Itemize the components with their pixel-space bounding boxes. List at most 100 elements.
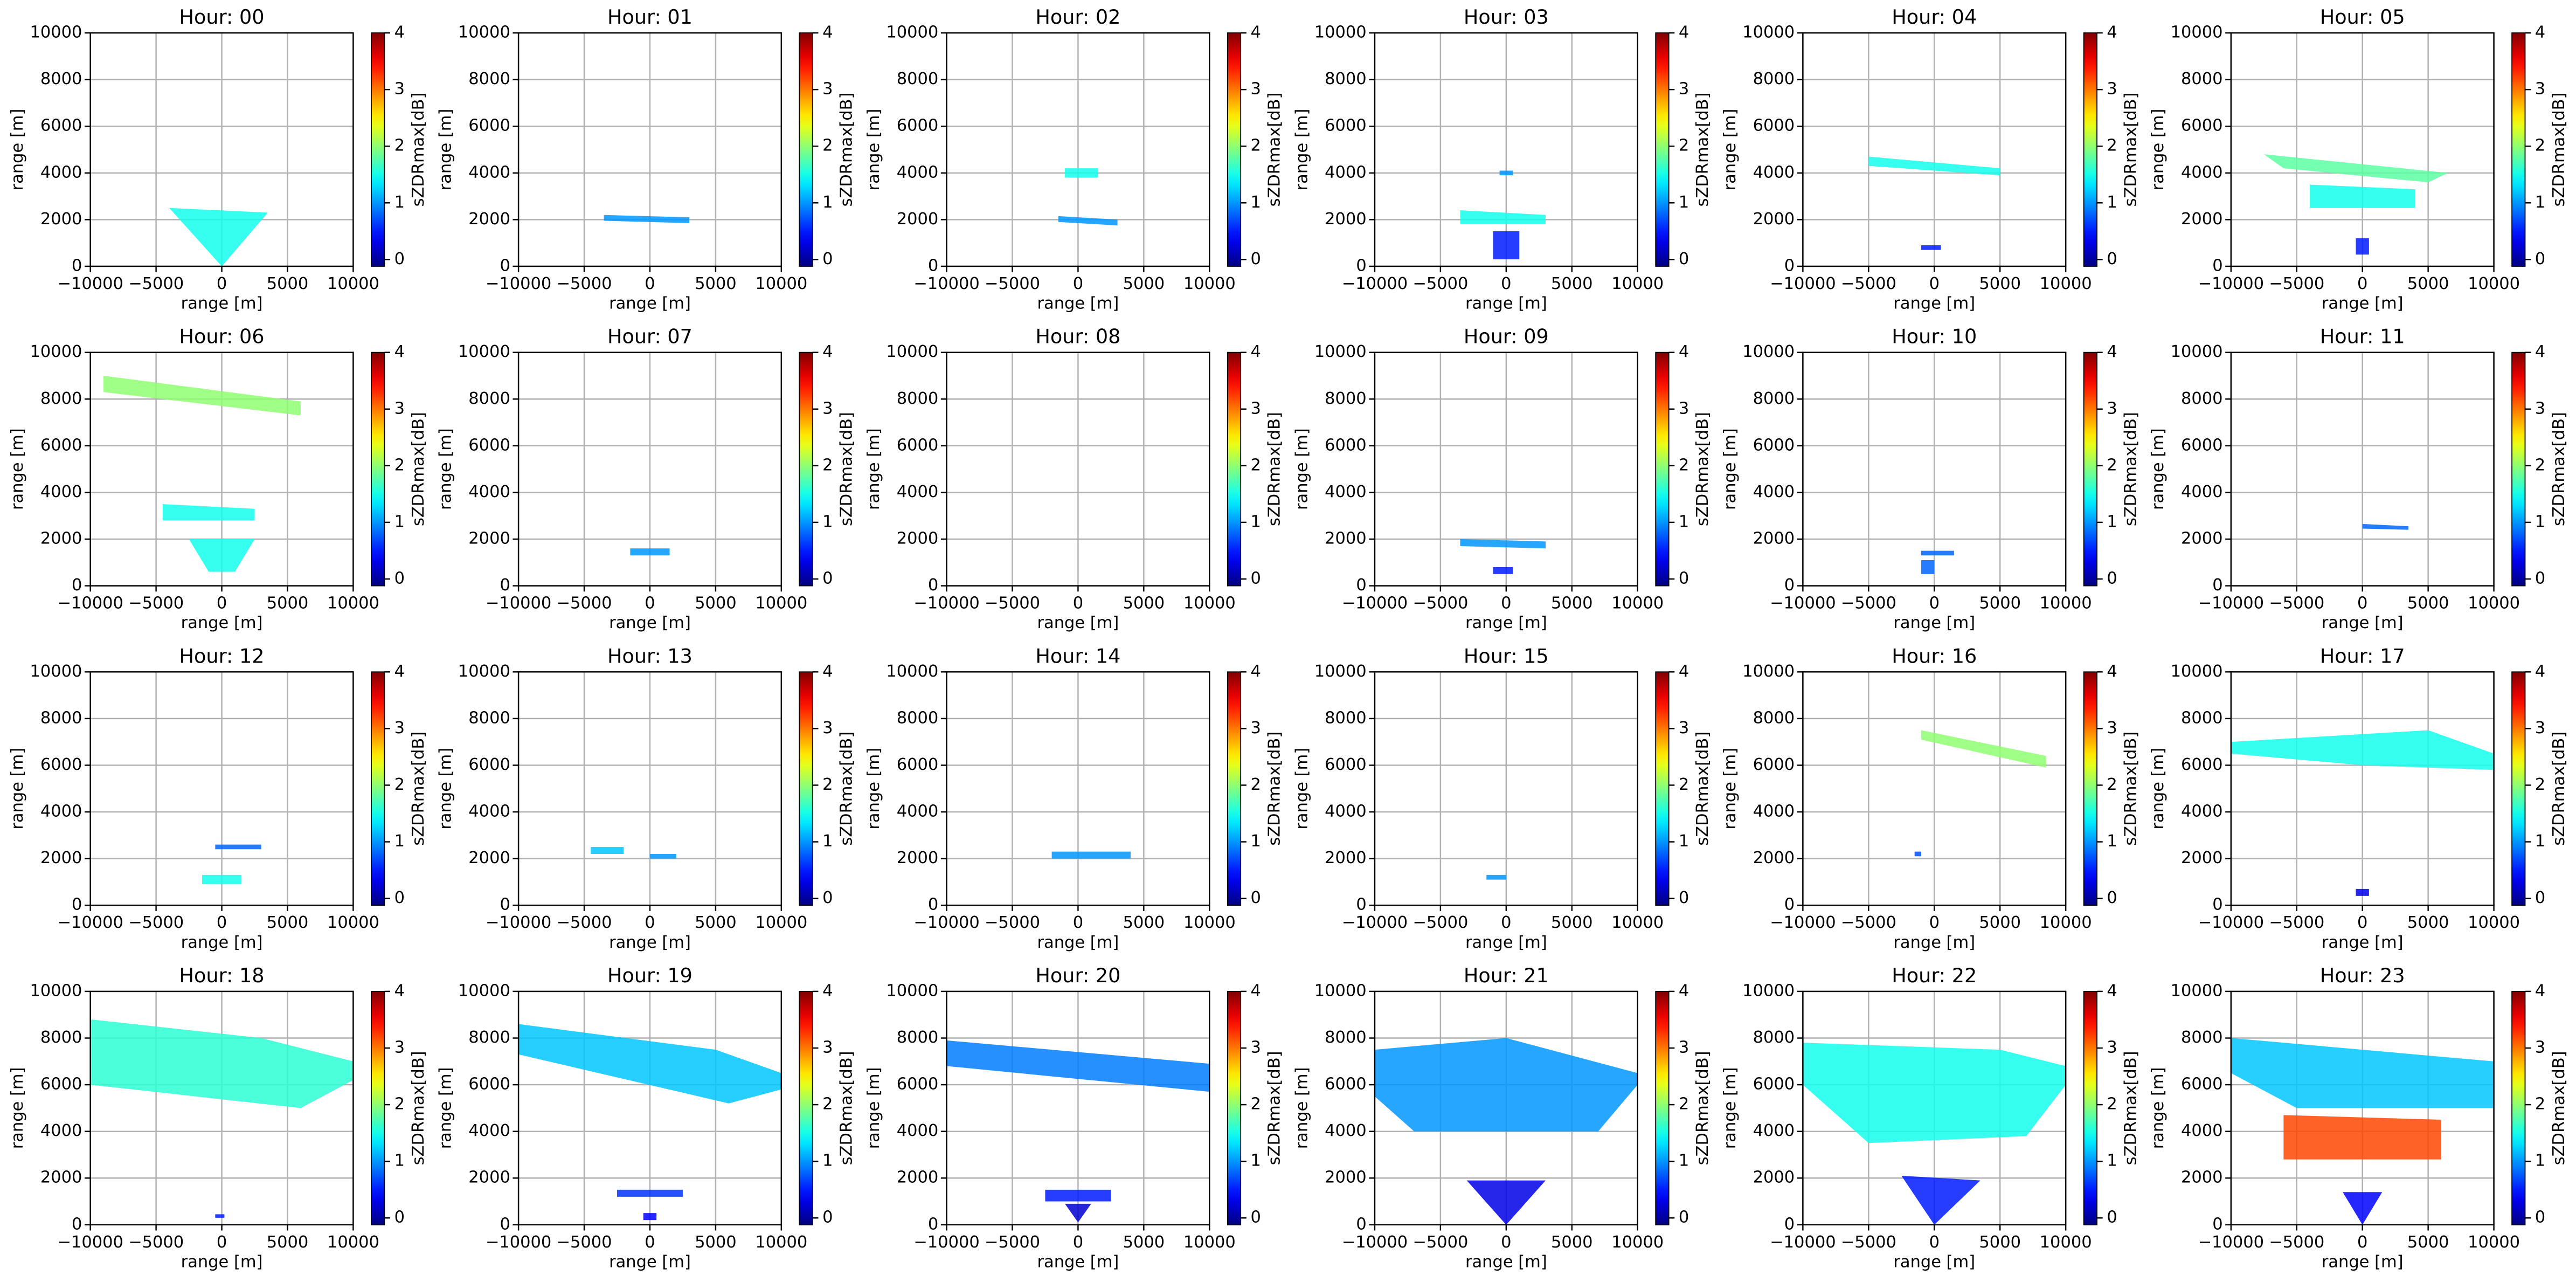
x-axis-label: range [m] — [181, 614, 263, 632]
y-tick-label: 8000 — [40, 70, 82, 88]
x-tick-label: 5000 — [2407, 594, 2449, 613]
x-tick-label: 10000 — [755, 594, 807, 613]
echo — [649, 853, 676, 859]
y-tick-label: 0 — [928, 256, 938, 275]
x-tick-label: 5000 — [1979, 913, 2021, 932]
panel: Hour: 01 −10000 −5000 0 5000 10000 0 2000 4000 60… — [436, 5, 856, 313]
panel: Hour: 07 −10000 −5000 0 5000 10000 0 2000 4000 60… — [436, 325, 856, 632]
y-tick-label: 0 — [1356, 576, 1366, 595]
y-tick-label: 6000 — [1325, 436, 1367, 454]
y-tick-label: 0 — [1356, 895, 1366, 914]
colorbar — [1227, 32, 1242, 267]
panel: Hour: 00 −10000 −5000 0 5000 10000 0 2000 4000 60… — [8, 5, 428, 313]
colorbar-tick-label: 0 — [2107, 250, 2117, 268]
y-axis-label: range [m] — [8, 109, 27, 191]
colorbar-tick-label: 4 — [394, 23, 405, 42]
y-tick-label: 10000 — [1314, 23, 1367, 42]
axes-frame — [2230, 351, 2495, 587]
panel: Hour: 02 −10000 −5000 0 5000 10000 0 2000 4000 60… — [864, 5, 1284, 313]
x-axis-label: range [m] — [1037, 933, 1119, 952]
axes-frame — [89, 32, 354, 267]
colorbar-tick-label: 4 — [822, 23, 833, 42]
y-tick-label: 4000 — [40, 802, 82, 821]
colorbar-tick-label: 0 — [394, 569, 405, 588]
x-tick-label: 0 — [1073, 594, 1083, 613]
colorbar-tick-label: 3 — [822, 399, 833, 418]
colorbar-tick-label: 2 — [2535, 136, 2545, 155]
x-tick-label: 0 — [2357, 594, 2367, 613]
y-tick-label: 4000 — [468, 1121, 510, 1140]
colorbar — [1227, 351, 1242, 587]
colorbar-label: sZDRmax[dB] — [1265, 93, 1284, 207]
y-axis-label: range [m] — [8, 1067, 27, 1149]
colorbar-tick-label: 2 — [1250, 1095, 1261, 1114]
colorbar-tick-label: 4 — [2535, 23, 2545, 42]
x-tick-label: 0 — [217, 913, 227, 932]
x-tick-label: 5000 — [267, 594, 309, 613]
y-tick-label: 2000 — [468, 1168, 510, 1187]
colorbar-tick-label: 4 — [822, 981, 833, 1000]
x-tick-label: 10000 — [2040, 274, 2092, 293]
y-tick-label: 6000 — [40, 116, 82, 135]
echo-layer — [1051, 851, 1131, 859]
colorbar-tick-label: 4 — [1679, 981, 1689, 1000]
x-tick-label: 0 — [1501, 1233, 1511, 1252]
y-tick-label: 8000 — [897, 70, 939, 88]
x-tick-label: 10000 — [1183, 594, 1236, 613]
axes-frame — [1802, 990, 2067, 1226]
x-tick-label: −10000 — [1770, 1233, 1836, 1252]
colorbar-tick-label: 4 — [2107, 981, 2117, 1000]
y-tick-label: 2000 — [1753, 529, 1795, 548]
colorbar-tick-label: 1 — [2535, 832, 2545, 851]
x-tick-label: −5000 — [985, 594, 1040, 613]
y-tick-label: 10000 — [458, 23, 510, 42]
y-tick-label: 8000 — [468, 389, 510, 408]
colorbar — [799, 32, 813, 267]
x-tick-label: 10000 — [2040, 594, 2092, 613]
y-tick-label: 10000 — [886, 981, 938, 1000]
y-tick-label: 6000 — [1753, 755, 1795, 774]
y-tick-label: 0 — [72, 895, 82, 914]
panel-title: Hour: 04 — [1892, 5, 1977, 29]
y-axis-label: range [m] — [1292, 428, 1311, 510]
y-axis-label: range [m] — [864, 748, 883, 830]
colorbar-tick-label: 3 — [1250, 399, 1261, 418]
y-tick-label: 10000 — [30, 981, 82, 1000]
y-tick-label: 0 — [1356, 256, 1366, 275]
axes-frame — [1802, 32, 2067, 267]
x-tick-label: −10000 — [57, 913, 123, 932]
colorbar-tick-label: 0 — [1250, 888, 1261, 907]
y-tick-label: 6000 — [468, 1075, 510, 1094]
colorbar-label: sZDRmax[dB] — [1693, 412, 1712, 526]
y-tick-label: 0 — [500, 256, 510, 275]
colorbar-tick-label: 2 — [1679, 456, 1689, 474]
echo — [2231, 1038, 2494, 1108]
x-tick-label: 5000 — [1123, 913, 1165, 932]
x-tick-label: 0 — [1501, 274, 1511, 293]
colorbar — [1655, 671, 1670, 906]
echo — [90, 1019, 354, 1108]
panel: Hour: 23 −10000 −5000 0 5000 10000 0 2000 4000 60… — [2149, 964, 2568, 1271]
x-tick-label: −10000 — [2198, 1233, 2264, 1252]
echo — [1051, 851, 1131, 859]
x-tick-label: 5000 — [695, 1233, 737, 1252]
colorbar-tick-label: 3 — [394, 1038, 405, 1057]
panel-title: Hour: 17 — [2320, 644, 2405, 667]
x-tick-label: −10000 — [913, 913, 979, 932]
x-axis-label: range [m] — [2322, 614, 2404, 632]
colorbar-tick-label: 4 — [2107, 662, 2117, 681]
echo-layer — [1486, 874, 1506, 880]
x-tick-label: 10000 — [327, 274, 379, 293]
colorbar-tick-label: 1 — [2107, 512, 2117, 531]
colorbar-tick-label: 1 — [2107, 193, 2117, 212]
colorbar-tick-label: 3 — [394, 719, 405, 738]
panel: Hour: 04 −10000 −5000 0 5000 10000 0 2000 4000 60… — [1721, 5, 2141, 313]
colorbar — [1655, 32, 1670, 267]
y-tick-label: 8000 — [40, 389, 82, 408]
colorbar-label: sZDRmax[dB] — [1693, 1051, 1712, 1165]
colorbar-label: sZDRmax[dB] — [837, 1051, 856, 1165]
y-tick-label: 0 — [1356, 1215, 1366, 1233]
colorbar — [371, 671, 385, 906]
panel: Hour: 21 −10000 −5000 0 5000 10000 0 2000 4000 60… — [1292, 964, 1712, 1271]
colorbar-tick-label: 4 — [394, 981, 405, 1000]
